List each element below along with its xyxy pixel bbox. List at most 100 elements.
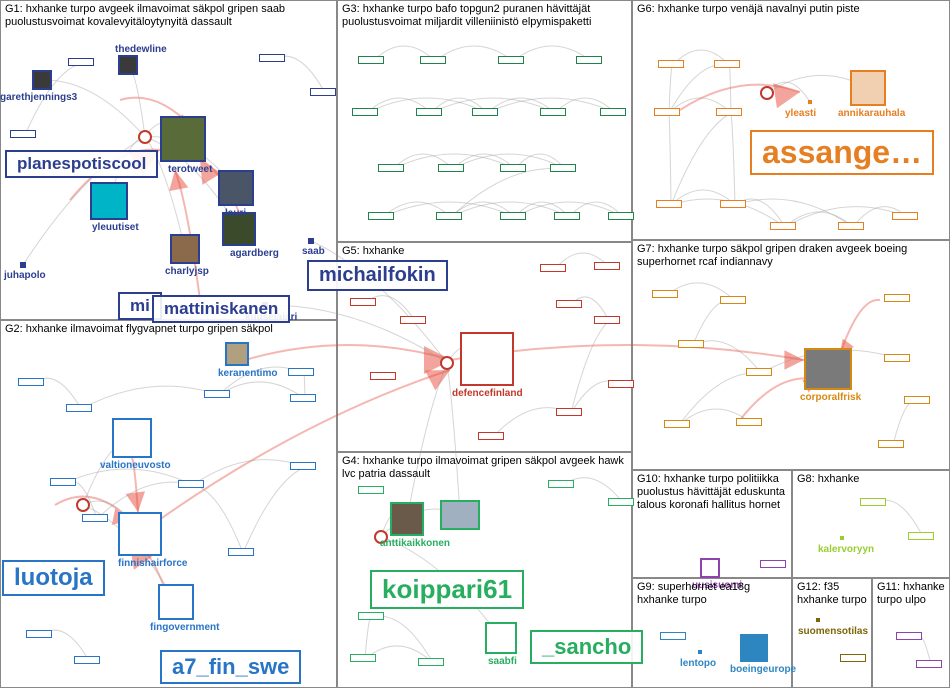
avatar xyxy=(740,634,768,662)
network-canvas: G1: hxhanke turpo avgeek ilmavoimat säkp… xyxy=(0,0,950,688)
large-node-label: michailfokin xyxy=(307,260,448,291)
panel-title: G7: hxhanke turpo säkpol gripen draken a… xyxy=(637,243,945,269)
avatar xyxy=(158,584,194,620)
avatar-label: valtioneuvosto xyxy=(100,460,171,471)
node-label xyxy=(420,56,446,64)
node-label xyxy=(368,212,394,220)
node-label xyxy=(416,108,442,116)
node-label xyxy=(608,212,634,220)
node-label xyxy=(736,418,762,426)
node-label xyxy=(438,164,464,172)
avatar xyxy=(90,182,128,220)
node-label xyxy=(770,222,796,230)
node-label xyxy=(720,296,746,304)
node-label xyxy=(556,408,582,416)
avatar-label: yleasti xyxy=(785,108,816,119)
node-label xyxy=(760,560,786,568)
node-label xyxy=(660,632,686,640)
node-label xyxy=(656,200,682,208)
avatar xyxy=(112,418,152,458)
large-node-label: planespotiscool xyxy=(5,150,158,178)
avatar xyxy=(225,342,249,366)
node-label xyxy=(896,632,922,640)
avatar xyxy=(808,100,812,104)
hub-node xyxy=(76,498,90,512)
avatar xyxy=(698,650,702,654)
avatar-label: boeingeurope xyxy=(730,664,796,675)
node-label xyxy=(500,212,526,220)
node-label xyxy=(916,660,942,668)
panel-title: G11: hxhanke turpo ulpo xyxy=(877,581,945,607)
avatar xyxy=(308,238,314,244)
node-label xyxy=(204,390,230,398)
avatar xyxy=(816,618,820,622)
avatar xyxy=(485,622,517,654)
node-label xyxy=(654,108,680,116)
avatar xyxy=(700,558,720,578)
avatar xyxy=(804,348,852,390)
node-label xyxy=(350,654,376,662)
node-label xyxy=(652,290,678,298)
node-label xyxy=(436,212,462,220)
avatar xyxy=(390,502,424,536)
avatar-label: terotweet xyxy=(168,164,212,175)
node-label xyxy=(746,368,772,376)
panel-g8: G8: hxhanke xyxy=(792,470,950,578)
node-label xyxy=(576,56,602,64)
node-label xyxy=(550,164,576,172)
node-label xyxy=(352,108,378,116)
node-label xyxy=(400,316,426,324)
panel-title: G10: hxhanke turpo politiikka puolustus … xyxy=(637,473,787,513)
hub-node xyxy=(138,130,152,144)
panel-title: G1: hxhanke turpo avgeek ilmavoimat säkp… xyxy=(5,3,332,29)
avatar-label: corporalfrisk xyxy=(800,392,861,403)
node-label xyxy=(418,658,444,666)
node-label xyxy=(50,478,76,486)
node-label xyxy=(714,60,740,68)
node-label xyxy=(678,340,704,348)
panel-title: G4: hxhanke turpo ilmavoimat gripen säkp… xyxy=(342,455,627,481)
panel-title: G2: hxhanke ilmavoimat flygvapnet turpo … xyxy=(5,323,332,336)
avatar-label: lentopo xyxy=(680,658,716,669)
node-label xyxy=(878,440,904,448)
node-label xyxy=(290,462,316,470)
node-label xyxy=(658,60,684,68)
node-label xyxy=(26,630,52,638)
node-label xyxy=(288,368,314,376)
avatar-label: garethjennings3 xyxy=(0,92,77,103)
large-node-label: mattiniskanen xyxy=(152,295,290,323)
node-label xyxy=(74,656,100,664)
avatar-label: annikarauhala xyxy=(838,108,905,119)
node-label xyxy=(358,486,384,494)
avatar-label: kalervoryyn xyxy=(818,544,874,555)
avatar xyxy=(160,116,206,162)
node-label xyxy=(556,300,582,308)
avatar-label: fingovernment xyxy=(150,622,219,633)
node-label xyxy=(594,262,620,270)
node-label xyxy=(68,58,94,66)
hub-node xyxy=(760,86,774,100)
node-label xyxy=(228,548,254,556)
node-label xyxy=(290,394,316,402)
avatar xyxy=(118,512,162,556)
node-label xyxy=(904,396,930,404)
panel-g3: G3: hxhanke turpo bafo topgun2 puranen h… xyxy=(337,0,632,242)
node-label xyxy=(908,532,934,540)
node-label xyxy=(540,108,566,116)
hub-node xyxy=(440,356,454,370)
avatar-label: anttikaikkonen xyxy=(380,538,450,549)
avatar-label: finnishairforce xyxy=(118,558,187,569)
node-label xyxy=(178,480,204,488)
node-label xyxy=(18,378,44,386)
large-node-label: luotoja xyxy=(2,560,105,596)
avatar xyxy=(32,70,52,90)
node-label xyxy=(608,380,634,388)
avatar-label: agardberg xyxy=(230,248,279,259)
avatar xyxy=(118,55,138,75)
panel-title: G5: hxhanke xyxy=(342,245,627,258)
node-label xyxy=(478,432,504,440)
avatar xyxy=(170,234,200,264)
node-label xyxy=(378,164,404,172)
node-label xyxy=(720,200,746,208)
node-label xyxy=(358,56,384,64)
